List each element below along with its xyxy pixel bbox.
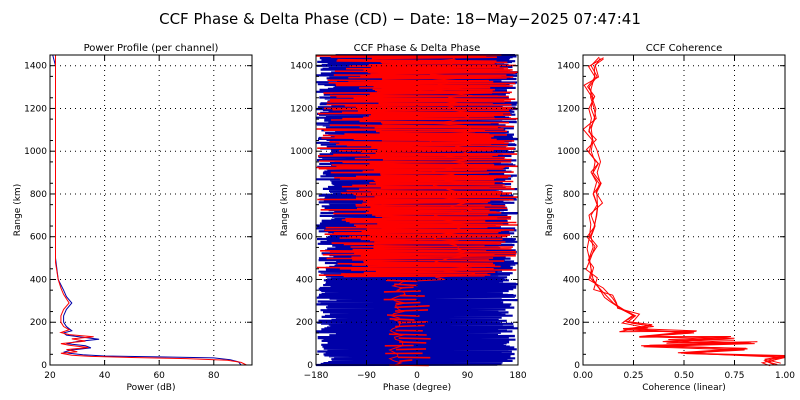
coherence-y-tick-label: 600 xyxy=(563,233,580,243)
power-profile-y-tick-label: 0 xyxy=(41,361,47,371)
power-profile-x-tick-label: 20 xyxy=(44,371,56,381)
power-profile-y-tick-label: 800 xyxy=(30,190,47,200)
power-profile-y-tick-label: 400 xyxy=(30,275,47,285)
phase-title: CCF Phase & Delta Phase xyxy=(354,43,481,54)
power-profile-y-tick-label: 1000 xyxy=(24,147,47,157)
coherence-panel: CCF Coherence 0.00 0.25 0.50 0.75 1.00 0 200 4… xyxy=(545,43,795,393)
figure-title: CCF Phase & Delta Phase (CD) − Date: 18−… xyxy=(159,10,641,28)
phase-x-tick-label: 180 xyxy=(509,371,526,381)
power-profile-y-tick-label: 1200 xyxy=(24,104,47,114)
power-profile-series-line xyxy=(52,54,242,366)
coherence-y-tick-label: 1400 xyxy=(557,62,580,72)
phase-x-tick-label: −90 xyxy=(357,371,376,381)
coherence-series-line-jitter xyxy=(583,58,786,365)
phase-x-label: Phase (degree) xyxy=(383,383,451,393)
power-profile-y-tick-label: 200 xyxy=(30,318,47,328)
phase-x-tick-label: 0 xyxy=(414,371,420,381)
phase-y-tick-label: 1200 xyxy=(290,104,313,114)
coherence-y-label: Range (km) xyxy=(545,184,555,236)
coherence-series-line-jitter xyxy=(582,57,786,367)
coherence-y-tick-label: 200 xyxy=(563,318,580,328)
coherence-y-tick-label: 0 xyxy=(574,361,580,371)
power-profile-plot-frame xyxy=(49,54,253,366)
coherence-x-tick-label: 0.25 xyxy=(623,371,643,381)
power-profile-x-tick-label: 40 xyxy=(99,371,111,381)
coherence-y-tick-label: 1200 xyxy=(557,104,580,114)
phase-y-tick-label: 600 xyxy=(296,233,313,243)
coherence-x-tick-label: 0.50 xyxy=(674,371,694,381)
coherence-y-tick-label: 800 xyxy=(563,190,580,200)
phase-series-trace-red xyxy=(388,54,476,366)
phase-y-label: Range (km) xyxy=(280,184,290,236)
power-profile-x-label: Power (dB) xyxy=(127,383,176,393)
coherence-y-tick-label: 400 xyxy=(563,275,580,285)
coherence-series xyxy=(582,56,786,367)
power-profile-y-tick-label: 1400 xyxy=(24,62,47,72)
phase-y-tick-label: 1400 xyxy=(290,62,313,72)
phase-y-tick-label: 400 xyxy=(296,275,313,285)
coherence-x-tick-label: 1.00 xyxy=(775,371,795,381)
phase-y-ticks: 0 200 400 600 800 1000 1200 1400 xyxy=(290,62,518,371)
phase-y-tick-label: 200 xyxy=(296,318,313,328)
coherence-y-ticks: 0 200 400 600 800 1000 1200 1400 xyxy=(557,62,785,371)
coherence-y-tick-label: 1000 xyxy=(557,147,580,157)
coherence-x-tick-label: 0.75 xyxy=(724,371,744,381)
coherence-series-line xyxy=(588,56,786,366)
phase-y-tick-label: 0 xyxy=(307,361,313,371)
phase-x-tick-label: 90 xyxy=(462,371,474,381)
power-profile-grid xyxy=(50,55,252,365)
coherence-x-ticks: 0.00 0.25 0.50 0.75 1.00 xyxy=(573,55,795,381)
coherence-grid xyxy=(583,55,785,365)
coherence-x-tick-label: 0.00 xyxy=(573,371,593,381)
power-profile-series xyxy=(52,54,247,366)
phase-x-ticks: −180 −90 0 90 180 xyxy=(304,55,527,381)
power-profile-x-tick-label: 80 xyxy=(208,371,220,381)
phase-y-tick-label: 800 xyxy=(296,190,313,200)
power-profile-x-tick-label: 60 xyxy=(153,371,165,381)
power-profile-y-label: Range (km) xyxy=(13,184,23,236)
phase-x-tick-label: −180 xyxy=(304,371,329,381)
power-profile-x-ticks: 20 40 60 80 xyxy=(44,55,220,381)
power-profile-title: Power Profile (per channel) xyxy=(84,43,219,54)
power-profile-y-tick-label: 600 xyxy=(30,233,47,243)
coherence-x-label: Coherence (linear) xyxy=(642,383,726,393)
coherence-title: CCF Coherence xyxy=(646,43,723,54)
phase-grid xyxy=(316,55,518,365)
power-profile-y-ticks: 0 200 400 600 800 1000 1200 1400 xyxy=(24,62,252,371)
phase-y-tick-label: 1000 xyxy=(290,147,313,157)
power-profile-series-line xyxy=(55,55,247,366)
power-profile-panel: Power Profile (per channel) 20 40 60 80 020… xyxy=(13,43,253,393)
coherence-series-line-jitter xyxy=(585,57,786,364)
phase-panel: CCF Phase & Delta Phase −180 −90 0 90 180 0 2… xyxy=(280,43,527,393)
